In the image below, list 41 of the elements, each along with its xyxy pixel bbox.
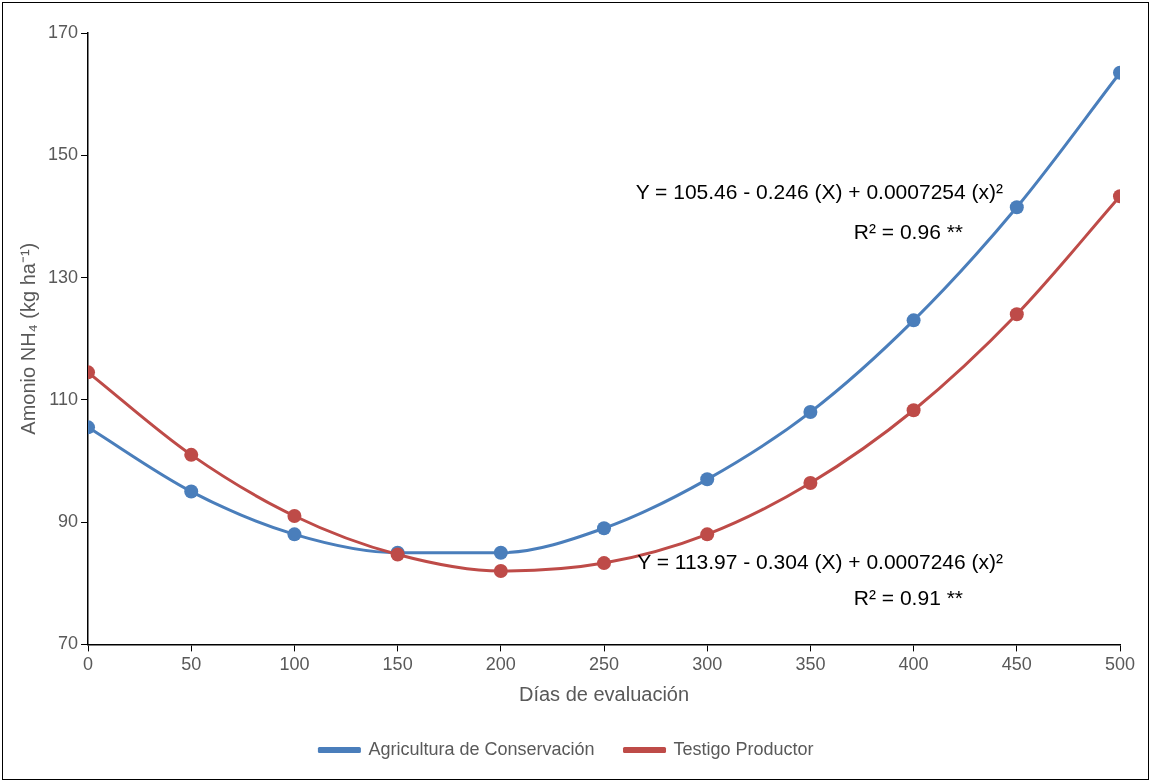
x-tick-label: 100 [279,654,310,675]
legend-label: Testigo Productor [673,738,814,759]
y-tick-label: 70 [58,633,79,654]
annotation: Y = 105.46 - 0.246 (X) + 0.0007254 (x)² [635,180,1003,203]
annotation: Y = 113.97 - 0.304 (X) + 0.0007246 (x)² [637,550,1003,573]
x-tick-label: 350 [795,654,826,675]
point [184,484,199,499]
x-tick-label: 250 [588,654,620,675]
point [906,403,921,418]
y-tick-label: 170 [47,21,79,42]
point [493,545,508,560]
x-tick-label: 200 [485,654,516,675]
y-tick-label: 110 [49,388,79,409]
point [597,556,612,571]
y-axis-title: Amonio NH₄ (kg ha⁻¹) [16,242,39,435]
point [803,405,818,420]
x-axis-title: Días de evaluación [518,682,690,705]
x-tick-label: 450 [1001,654,1032,675]
point [1009,307,1024,322]
point [906,313,921,328]
point [700,472,715,487]
point [287,527,302,542]
annotation: R² = 0.91 ** [853,586,963,609]
x-tick-label: 500 [1104,654,1136,675]
x-tick-label: 400 [898,654,929,675]
point [597,521,612,536]
point [1009,200,1024,215]
y-tick-label: 130 [47,266,79,287]
point [700,527,715,542]
x-tick-label: 300 [692,654,723,675]
x-tick-label: 0 [83,654,94,675]
point [287,509,302,524]
point [493,564,508,579]
annotation: R² = 0.96 ** [853,220,963,243]
x-tick-label: 150 [382,654,413,675]
y-tick-label: 90 [58,511,79,532]
x-tick-label: 50 [181,654,202,675]
point [803,475,818,490]
y-tick-label: 150 [47,144,79,165]
legend-label: Agricultura de Conservación [368,738,595,759]
point [184,447,199,462]
